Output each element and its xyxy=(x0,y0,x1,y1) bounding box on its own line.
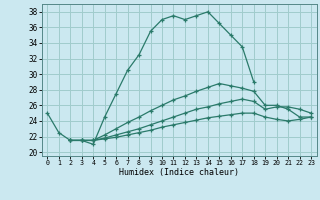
X-axis label: Humidex (Indice chaleur): Humidex (Indice chaleur) xyxy=(119,168,239,177)
